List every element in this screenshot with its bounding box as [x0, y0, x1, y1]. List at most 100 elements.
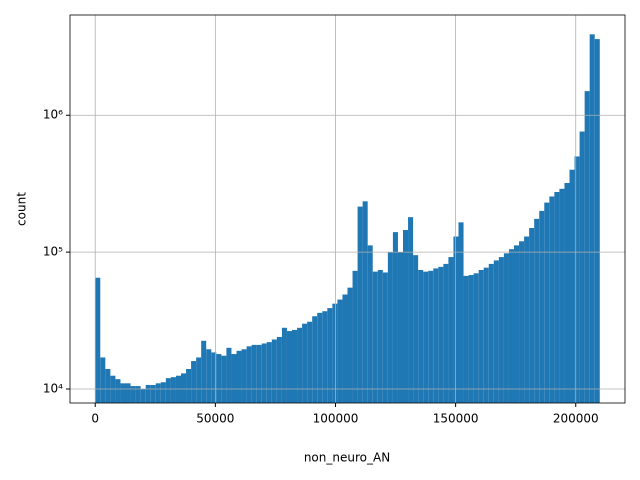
- bar: [367, 245, 373, 403]
- bar: [403, 230, 409, 403]
- bar: [342, 294, 348, 403]
- bar: [478, 270, 484, 403]
- bar: [120, 383, 126, 403]
- bar: [160, 382, 166, 403]
- bar: [236, 350, 242, 403]
- bar: [549, 196, 555, 403]
- bar: [125, 383, 131, 403]
- bar: [488, 263, 494, 403]
- bar: [327, 308, 333, 403]
- bar: [297, 327, 303, 403]
- bar: [322, 311, 328, 403]
- bar: [211, 352, 217, 403]
- bar: [266, 342, 272, 403]
- bar: [443, 263, 449, 403]
- bar: [413, 255, 419, 403]
- bar: [170, 377, 176, 403]
- bar: [261, 343, 267, 403]
- bar: [150, 384, 156, 403]
- bar: [534, 218, 540, 403]
- bar: [246, 346, 252, 403]
- bar: [468, 275, 474, 403]
- bar: [428, 270, 434, 403]
- x-tick-label: 150000: [433, 412, 479, 426]
- bar: [347, 287, 353, 403]
- bar: [574, 156, 580, 403]
- x-tick-label: 0: [91, 412, 99, 426]
- bar: [524, 236, 530, 403]
- bar: [569, 169, 575, 403]
- bar: [508, 249, 514, 403]
- bar: [423, 271, 429, 403]
- bar: [337, 299, 343, 403]
- y-tick-label: 10⁶: [43, 108, 63, 122]
- bar: [135, 386, 141, 403]
- bar: [352, 270, 358, 403]
- bar: [438, 266, 444, 403]
- bar: [463, 275, 469, 403]
- bar: [539, 210, 545, 403]
- x-tick-label: 50000: [196, 412, 234, 426]
- plot-frame: [69, 14, 626, 404]
- bar: [256, 344, 262, 403]
- bar: [292, 329, 298, 403]
- bar: [100, 357, 106, 403]
- bar: [503, 253, 509, 403]
- bar: [276, 336, 282, 403]
- bar: [387, 252, 393, 403]
- bar: [579, 131, 585, 403]
- bar: [559, 188, 565, 403]
- bar: [529, 228, 535, 403]
- bar: [514, 245, 520, 403]
- y-tick-label: 10⁴: [43, 381, 63, 395]
- bar: [302, 323, 308, 403]
- bar: [251, 344, 257, 403]
- bar: [307, 321, 313, 403]
- bar: [418, 270, 424, 403]
- bar: [281, 327, 287, 403]
- bar: [493, 260, 499, 403]
- bar: [397, 252, 403, 403]
- bar: [519, 241, 525, 403]
- bar: [115, 379, 121, 403]
- bar: [186, 368, 192, 403]
- bar: [458, 222, 464, 403]
- bar: [317, 312, 323, 403]
- bar: [382, 272, 388, 403]
- bar: [357, 206, 363, 403]
- bar: [584, 91, 590, 403]
- bar: [544, 202, 550, 403]
- bar: [226, 347, 232, 403]
- x-tick-label: 100000: [313, 412, 359, 426]
- y-tick-label: 10⁵: [43, 245, 63, 259]
- bar: [433, 268, 439, 403]
- bar: [221, 355, 227, 403]
- x-tick-label: 200000: [553, 412, 599, 426]
- bar: [362, 201, 368, 403]
- bar: [181, 373, 187, 403]
- bar: [105, 368, 111, 403]
- bar: [372, 271, 378, 403]
- bar: [145, 384, 151, 403]
- bar: [140, 388, 146, 403]
- bar: [271, 339, 277, 403]
- bar: [589, 34, 595, 403]
- bar: [231, 354, 237, 403]
- bar: [286, 331, 292, 403]
- bar: [448, 257, 454, 403]
- bar: [241, 349, 247, 403]
- bar: [498, 257, 504, 403]
- bar: [130, 386, 136, 403]
- bar: [216, 354, 222, 403]
- bar: [312, 316, 318, 403]
- bar: [95, 277, 101, 403]
- bar: [473, 273, 479, 403]
- x-axis-label: non_neuro_AN: [304, 451, 390, 465]
- y-axis-label: count: [15, 192, 29, 226]
- bar: [201, 340, 207, 403]
- bar: [206, 349, 212, 403]
- bar: [377, 270, 383, 403]
- bar: [594, 39, 600, 403]
- bar: [483, 267, 489, 403]
